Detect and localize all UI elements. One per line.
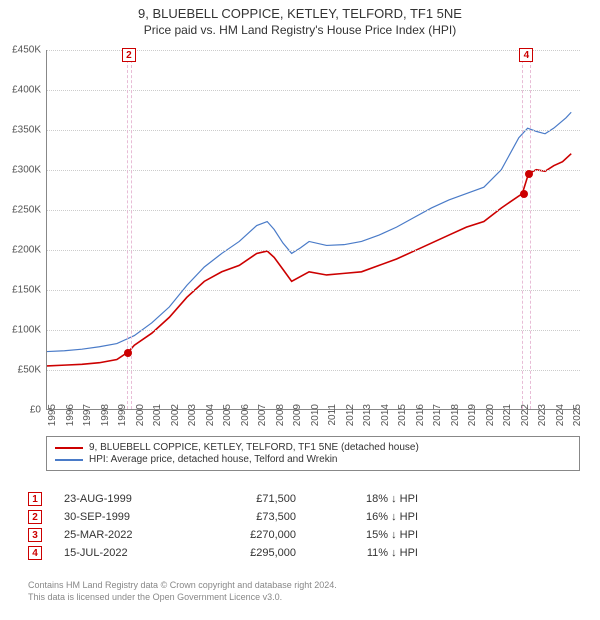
- y-axis-tick: £250K: [1, 205, 41, 216]
- legend-box: 9, BLUEBELL COPPICE, KETLEY, TELFORD, TF…: [46, 436, 580, 471]
- footer-line: Contains HM Land Registry data © Crown c…: [28, 580, 580, 592]
- x-axis-tick: 2021: [502, 404, 513, 426]
- legend-label: HPI: Average price, detached house, Telf…: [89, 454, 338, 465]
- y-axis-tick: £100K: [1, 325, 41, 336]
- chart-plot-area: £0£50K£100K£150K£200K£250K£300K£350K£400…: [46, 50, 580, 410]
- chart-title: 9, BLUEBELL COPPICE, KETLEY, TELFORD, TF…: [10, 6, 590, 21]
- x-axis-tick: 2003: [187, 404, 198, 426]
- x-axis-tick: 2000: [135, 404, 146, 426]
- transaction-row: 3 25-MAR-2022 £270,000 15% ↓ HPI: [28, 528, 580, 542]
- x-axis-tick: 2015: [397, 404, 408, 426]
- y-axis-tick: £400K: [1, 85, 41, 96]
- x-axis-tick: 1998: [100, 404, 111, 426]
- series-line-price_paid: [47, 154, 571, 366]
- y-axis-tick: £200K: [1, 245, 41, 256]
- transaction-date: 15-JUL-2022: [64, 547, 184, 559]
- x-axis-tick: 2006: [240, 404, 251, 426]
- x-axis-tick: 2011: [327, 404, 338, 426]
- x-axis-tick: 2010: [310, 404, 321, 426]
- x-axis-tick: 2017: [432, 404, 443, 426]
- x-axis-tick: 2023: [537, 404, 548, 426]
- transaction-index: 3: [28, 528, 42, 542]
- x-axis-tick: 2002: [170, 404, 181, 426]
- legend-swatch: [55, 459, 83, 461]
- transaction-index: 2: [28, 510, 42, 524]
- legend-item: HPI: Average price, detached house, Telf…: [55, 454, 571, 465]
- y-axis-tick: £450K: [1, 45, 41, 56]
- transaction-index: 1: [28, 492, 42, 506]
- legend-item: 9, BLUEBELL COPPICE, KETLEY, TELFORD, TF…: [55, 442, 571, 453]
- legend-swatch: [55, 447, 83, 449]
- x-axis-tick: 2009: [292, 404, 303, 426]
- transaction-index: 4: [28, 546, 42, 560]
- x-axis-tick: 2020: [485, 404, 496, 426]
- transaction-pct: 16% ↓ HPI: [318, 511, 418, 523]
- x-axis-tick: 2012: [345, 404, 356, 426]
- x-axis-tick: 1997: [82, 404, 93, 426]
- x-axis-tick: 2019: [467, 404, 478, 426]
- x-axis-tick: 2025: [572, 404, 583, 426]
- chart-header: 9, BLUEBELL COPPICE, KETLEY, TELFORD, TF…: [0, 0, 600, 39]
- chart-marker-box: 2: [122, 48, 136, 62]
- transaction-price: £73,500: [206, 511, 296, 523]
- legend-label: 9, BLUEBELL COPPICE, KETLEY, TELFORD, TF…: [89, 442, 419, 453]
- x-axis-tick: 2007: [257, 404, 268, 426]
- transaction-price: £295,000: [206, 547, 296, 559]
- x-axis-tick: 2001: [152, 404, 163, 426]
- y-axis-tick: £50K: [1, 365, 41, 376]
- price-dot: [124, 349, 132, 357]
- y-axis-tick: £300K: [1, 165, 41, 176]
- transaction-row: 2 30-SEP-1999 £73,500 16% ↓ HPI: [28, 510, 580, 524]
- x-axis-tick: 2013: [362, 404, 373, 426]
- footer-line: This data is licensed under the Open Gov…: [28, 592, 580, 604]
- transaction-pct: 18% ↓ HPI: [318, 493, 418, 505]
- x-axis-tick: 2005: [222, 404, 233, 426]
- chart-subtitle: Price paid vs. HM Land Registry's House …: [10, 23, 590, 37]
- transaction-row: 1 23-AUG-1999 £71,500 18% ↓ HPI: [28, 492, 580, 506]
- transaction-pct: 11% ↓ HPI: [318, 547, 418, 559]
- price-dot: [525, 170, 533, 178]
- transaction-date: 30-SEP-1999: [64, 511, 184, 523]
- chart-marker-box: 4: [519, 48, 533, 62]
- transaction-date: 23-AUG-1999: [64, 493, 184, 505]
- footer-attribution: Contains HM Land Registry data © Crown c…: [28, 580, 580, 603]
- x-axis-tick: 1995: [47, 404, 58, 426]
- y-axis-tick: £350K: [1, 125, 41, 136]
- transaction-pct: 15% ↓ HPI: [318, 529, 418, 541]
- transaction-date: 25-MAR-2022: [64, 529, 184, 541]
- x-axis-tick: 2004: [205, 404, 216, 426]
- transaction-row: 4 15-JUL-2022 £295,000 11% ↓ HPI: [28, 546, 580, 560]
- x-axis-tick: 2018: [450, 404, 461, 426]
- transactions-table: 1 23-AUG-1999 £71,500 18% ↓ HPI 2 30-SEP-1999…: [28, 488, 580, 564]
- y-axis-tick: £150K: [1, 285, 41, 296]
- series-line-hpi: [47, 112, 571, 351]
- transaction-price: £71,500: [206, 493, 296, 505]
- x-axis-tick: 2014: [380, 404, 391, 426]
- x-axis-tick: 2016: [415, 404, 426, 426]
- x-axis-tick: 2024: [555, 404, 566, 426]
- y-axis-tick: £0: [1, 405, 41, 416]
- x-axis-tick: 2008: [275, 404, 286, 426]
- price-dot: [520, 190, 528, 198]
- x-axis-tick: 1996: [65, 404, 76, 426]
- transaction-price: £270,000: [206, 529, 296, 541]
